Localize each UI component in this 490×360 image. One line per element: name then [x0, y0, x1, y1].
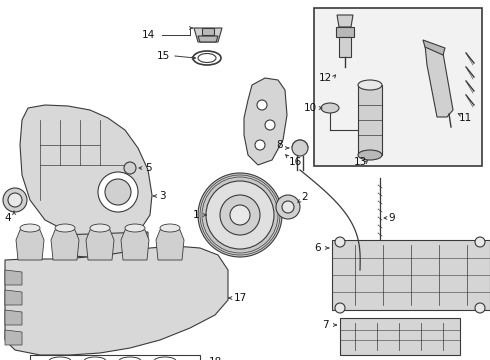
- Polygon shape: [5, 290, 22, 305]
- Polygon shape: [340, 318, 460, 355]
- Polygon shape: [244, 78, 287, 165]
- Polygon shape: [121, 228, 149, 260]
- Polygon shape: [51, 228, 79, 260]
- Polygon shape: [60, 232, 148, 258]
- Text: 1: 1: [193, 210, 199, 220]
- Ellipse shape: [160, 224, 180, 232]
- Text: 11: 11: [458, 113, 472, 123]
- Polygon shape: [5, 310, 22, 325]
- Polygon shape: [156, 228, 184, 260]
- Text: 13: 13: [353, 157, 367, 167]
- Ellipse shape: [321, 103, 339, 113]
- Text: 4: 4: [5, 213, 11, 223]
- Circle shape: [335, 303, 345, 313]
- Circle shape: [265, 120, 275, 130]
- Circle shape: [276, 195, 300, 219]
- Circle shape: [292, 140, 308, 156]
- Ellipse shape: [358, 150, 382, 160]
- Polygon shape: [336, 27, 354, 37]
- Text: 14: 14: [142, 30, 155, 40]
- Circle shape: [255, 140, 265, 150]
- Polygon shape: [16, 228, 44, 260]
- Polygon shape: [332, 240, 490, 310]
- Circle shape: [3, 188, 27, 212]
- Polygon shape: [337, 15, 353, 27]
- Ellipse shape: [55, 224, 75, 232]
- Polygon shape: [425, 45, 453, 117]
- Polygon shape: [423, 40, 445, 55]
- Circle shape: [98, 172, 138, 212]
- Text: 18: 18: [208, 357, 221, 360]
- Text: 12: 12: [318, 73, 332, 83]
- Text: 8: 8: [277, 140, 283, 150]
- Polygon shape: [5, 330, 22, 345]
- Polygon shape: [5, 270, 22, 285]
- Polygon shape: [86, 228, 114, 260]
- Text: 16: 16: [289, 157, 302, 167]
- Circle shape: [124, 162, 136, 174]
- Polygon shape: [194, 28, 222, 42]
- Bar: [358, 85, 382, 155]
- Ellipse shape: [20, 224, 40, 232]
- Polygon shape: [5, 246, 228, 355]
- Ellipse shape: [125, 224, 145, 232]
- Ellipse shape: [358, 80, 382, 90]
- Text: 2: 2: [302, 192, 308, 202]
- Bar: [314, 8, 482, 166]
- Circle shape: [282, 201, 294, 213]
- Text: 7: 7: [322, 320, 328, 330]
- Text: 5: 5: [145, 163, 151, 173]
- Polygon shape: [20, 105, 152, 240]
- Circle shape: [257, 100, 267, 110]
- Text: 17: 17: [233, 293, 246, 303]
- Polygon shape: [198, 36, 218, 42]
- Circle shape: [475, 237, 485, 247]
- Text: 10: 10: [303, 103, 317, 113]
- Circle shape: [206, 181, 274, 249]
- Bar: [202, 28, 214, 35]
- Circle shape: [220, 195, 260, 235]
- Circle shape: [8, 193, 22, 207]
- Circle shape: [198, 173, 282, 257]
- Text: 15: 15: [156, 51, 170, 61]
- Text: 3: 3: [159, 191, 165, 201]
- Text: 6: 6: [315, 243, 321, 253]
- Ellipse shape: [90, 224, 110, 232]
- Circle shape: [105, 179, 131, 205]
- Circle shape: [230, 205, 250, 225]
- Bar: [339, 37, 351, 57]
- Circle shape: [475, 303, 485, 313]
- Text: 9: 9: [389, 213, 395, 223]
- Circle shape: [335, 237, 345, 247]
